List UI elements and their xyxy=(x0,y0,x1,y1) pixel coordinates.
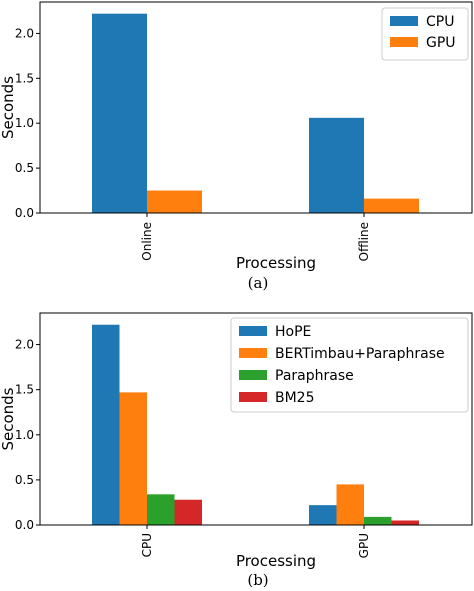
legend-swatch xyxy=(390,16,418,26)
caption: (a) xyxy=(248,274,269,292)
legend-label: Paraphrase xyxy=(275,368,354,384)
bar-bm25-gpu xyxy=(391,520,419,525)
legend-label: CPU xyxy=(426,14,454,30)
legend: CPU GPU xyxy=(381,7,469,61)
plot-frame xyxy=(39,1,473,214)
bar-cpu-offline xyxy=(309,117,364,213)
chart-a: 0.0 0.5 1.0 1.5 2.0 Online Offline Processing Se… xyxy=(0,1,473,292)
legend-swatch xyxy=(239,392,267,402)
y-tick-label: 0.5 xyxy=(15,161,34,175)
y-axis-label: Seconds xyxy=(0,76,17,139)
legend-swatch xyxy=(239,326,267,336)
legend-label: GPU xyxy=(426,35,456,51)
y-tick-label: 2.0 xyxy=(15,338,34,352)
y-axis-label: Seconds xyxy=(0,387,17,450)
x-axis-label: Processing xyxy=(236,254,316,272)
legend-label: HoPE xyxy=(275,324,311,340)
y-tick-label: 0.0 xyxy=(15,518,34,532)
y-tick-label: 0.5 xyxy=(15,473,34,487)
legend-swatch xyxy=(390,37,418,47)
bar-bertimbau-paraphrase-cpu xyxy=(119,392,147,525)
y-tick-label: 0.0 xyxy=(15,206,34,220)
bar-paraphrase-cpu xyxy=(147,494,175,525)
bar-hope-gpu xyxy=(309,505,337,525)
bar-paraphrase-gpu xyxy=(364,516,392,525)
bar-gpu-online xyxy=(147,190,202,213)
legend: HoPE BERTimbau+Paraphrase Paraphrase BM25 xyxy=(230,317,469,413)
legend-box xyxy=(230,317,469,413)
x-tick-label-online: Online xyxy=(140,222,154,261)
caption: (b) xyxy=(247,571,268,589)
legend-label: BM25 xyxy=(275,390,315,406)
x-tick-label-offline: Offline xyxy=(357,222,371,261)
x-tick-label-gpu: GPU xyxy=(357,533,371,558)
bar-hope-cpu xyxy=(92,324,120,525)
legend-swatch xyxy=(239,348,267,358)
y-tick-label: 1.5 xyxy=(15,383,34,397)
legend-label: BERTimbau+Paraphrase xyxy=(275,346,445,362)
x-axis-label: Processing xyxy=(236,552,316,570)
y-tick-label: 1.0 xyxy=(15,428,34,442)
y-tick-label: 1.0 xyxy=(15,116,34,130)
y-tick-label: 2.0 xyxy=(15,26,34,40)
legend-swatch xyxy=(239,370,267,380)
bar-bertimbau-paraphrase-gpu xyxy=(336,484,364,525)
legend-box xyxy=(381,7,469,61)
bar-cpu-online xyxy=(92,13,147,214)
x-tick-label-cpu: CPU xyxy=(140,533,154,557)
chart-b: 0.0 0.5 1.0 1.5 2.0 CPU GPU Processing Seconds (b… xyxy=(0,312,473,589)
y-tick-label: 1.5 xyxy=(15,71,34,85)
bar-bm25-cpu xyxy=(174,499,202,525)
bar-gpu-offline xyxy=(364,198,419,213)
plot-frame xyxy=(39,312,473,526)
